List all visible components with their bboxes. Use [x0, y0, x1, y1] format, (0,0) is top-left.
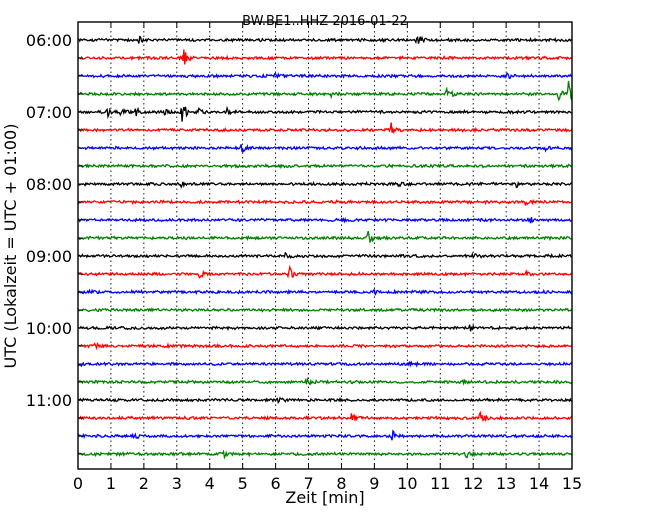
seismic-traces — [77, 35, 573, 460]
y-tick-label: 11:00 — [26, 391, 72, 410]
x-tick-label: 7 — [303, 474, 313, 493]
seismic-trace — [77, 360, 573, 368]
x-tick-label: 9 — [369, 474, 379, 493]
seismic-trace — [77, 324, 573, 332]
x-tick-label: 0 — [73, 474, 83, 493]
seismic-trace — [77, 180, 573, 189]
seismic-trace — [77, 376, 573, 386]
seismic-trace — [77, 429, 573, 441]
seismic-trace — [77, 80, 573, 102]
seismic-trace — [77, 105, 573, 122]
x-tick-label: 11 — [430, 474, 450, 493]
seismic-trace — [77, 288, 573, 297]
x-tick-label: 10 — [397, 474, 417, 493]
x-tick-label: 6 — [271, 474, 281, 493]
seismic-trace — [77, 72, 573, 80]
x-tick-label: 1 — [106, 474, 116, 493]
y-tick-label: 07:00 — [26, 103, 72, 122]
y-tick-label: 09:00 — [26, 247, 72, 266]
x-tick-label: 13 — [496, 474, 516, 493]
plot-frame — [77, 21, 573, 470]
seismic-trace — [77, 307, 573, 313]
seismic-trace — [77, 396, 573, 405]
seismic-trace — [77, 35, 573, 45]
x-tick-label: 5 — [238, 474, 248, 493]
x-tick-label: 12 — [463, 474, 483, 493]
x-tick-label: 8 — [336, 474, 346, 493]
y-axis-label: UTC (Lokalzeit = UTC + 01:00) — [1, 124, 20, 369]
x-ticks: 0 1 2 3 4 5 6 7 8 9 10 11 12 13 14 15 — [73, 22, 582, 493]
x-tick-label: 4 — [205, 474, 215, 493]
x-tick-label: 14 — [529, 474, 549, 493]
x-tick-label: 15 — [562, 474, 582, 493]
seismic-trace — [77, 163, 573, 170]
x-axis-label: Zeit [min] — [285, 488, 364, 507]
x-tick-label: 3 — [172, 474, 182, 493]
seismic-trace — [77, 198, 573, 207]
seismic-trace — [77, 264, 573, 279]
y-tick-label: 08:00 — [26, 175, 72, 194]
seismic-trace — [77, 410, 573, 422]
y-tick-label: 06:00 — [26, 31, 72, 50]
seismic-trace — [77, 143, 573, 153]
seismic-trace — [77, 216, 573, 224]
seismic-trace — [77, 230, 573, 244]
y-tick-label: 10:00 — [26, 319, 72, 338]
seismic-trace — [77, 49, 573, 65]
seismic-trace — [77, 342, 573, 351]
grid-lines — [110, 22, 540, 469]
x-tick-label: 2 — [139, 474, 149, 493]
seismic-trace — [77, 251, 573, 259]
seismic-trace — [77, 449, 573, 460]
y-ticks: 06:00 07:00 08:00 09:00 10:00 11:00 — [26, 31, 83, 455]
seismic-trace — [77, 122, 573, 135]
